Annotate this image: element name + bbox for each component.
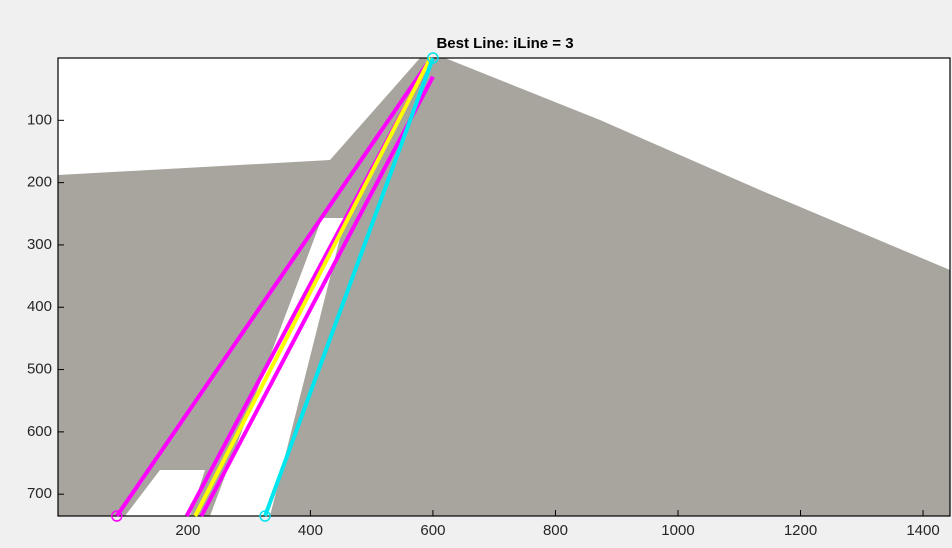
x-tick-label: 1200 <box>784 522 817 539</box>
x-tick-label: 1000 <box>661 522 694 539</box>
x-tick-label: 200 <box>175 522 200 539</box>
y-tick-label: 700 <box>27 485 52 502</box>
y-tick-label: 400 <box>27 298 52 315</box>
chart-title: Best Line: iLine = 3 <box>436 35 573 52</box>
x-tick-label: 800 <box>543 522 568 539</box>
page: {"chart_data":{"type":"line","title":"Be… <box>0 0 952 548</box>
figure: Best Line: iLine = 3 200 400 600 800 1000 120… <box>0 0 952 548</box>
y-tick-label: 600 <box>27 423 52 440</box>
y-tick-label: 300 <box>27 236 52 253</box>
image <box>58 58 950 516</box>
x-tick-label: 600 <box>420 522 445 539</box>
x-tick-label: 400 <box>298 522 323 539</box>
y-tick-label: 200 <box>27 174 52 191</box>
x-tick-label: 1400 <box>906 522 939 539</box>
y-tick-label: 500 <box>27 361 52 378</box>
y-tick-label: 100 <box>27 111 52 128</box>
